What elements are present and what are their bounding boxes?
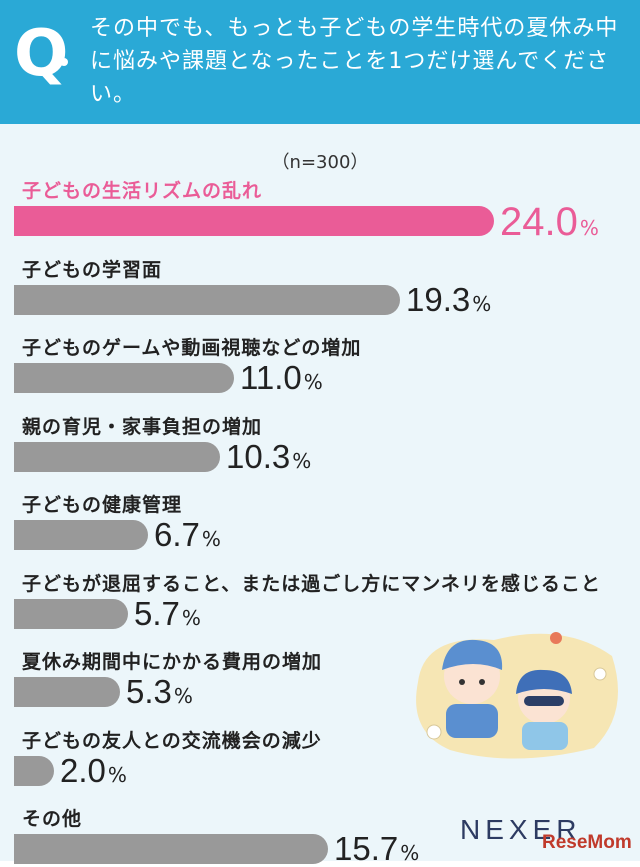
category-label: 子どもが退屈すること、または過ごし方にマンネリを感じること (22, 572, 601, 595)
resemom-watermark: ReseMom (542, 832, 632, 853)
category-label: 子どもの生活リズムの乱れ (22, 180, 263, 202)
bar (14, 206, 494, 236)
bar (14, 677, 120, 707)
percent-sign: % (173, 684, 193, 708)
percent-sign: % (292, 448, 312, 473)
kids-beach-illustration (416, 632, 618, 759)
value-number: 10.3 (226, 437, 291, 475)
bar (14, 284, 400, 315)
percent-sign: % (303, 370, 323, 394)
question-text: その中でも、もっとも子どもの学生時代の夏休み中に悩みや課題となったことを1つだけ… (90, 16, 619, 107)
value-number: 19.3 (406, 280, 471, 318)
category-label: 子どもの友人との交流機会の減少 (22, 729, 322, 752)
bar (14, 520, 148, 550)
nexer-logo: NEXER (460, 814, 582, 845)
percent-sign: % (181, 605, 201, 630)
category-label: その他 (22, 808, 83, 830)
value-number: 5.7 (134, 594, 180, 632)
bar (14, 755, 54, 786)
value-number: 24.0 (500, 200, 578, 244)
value-label: 6.7% (154, 518, 221, 551)
value-label: 11.0% (240, 361, 323, 394)
percent-sign: % (579, 216, 599, 240)
value-number: 5.3 (126, 673, 172, 710)
value-number: 6.7 (154, 516, 200, 553)
category-label: 子どものゲームや動画視聴などの増加 (22, 337, 362, 359)
value-label: 10.3% (226, 440, 311, 473)
bar (14, 363, 234, 393)
category-label: 夏休み期間中にかかる費用の増加 (22, 651, 323, 673)
category-label: 子どもの健康管理 (22, 494, 183, 516)
percent-sign: % (472, 291, 492, 316)
value-label: 19.3% (406, 283, 491, 316)
question-header: Q その中でも、もっとも子どもの学生時代の夏休み中に悩みや課題となったことを1つ… (0, 0, 640, 124)
q-dot (60, 58, 68, 66)
bar (14, 598, 128, 629)
percent-sign: % (400, 841, 420, 865)
value-label: 5.7% (134, 597, 201, 630)
value-label: 15.7% (334, 832, 419, 865)
q-mark: Q (14, 17, 69, 91)
bar (14, 834, 328, 864)
percent-sign: % (201, 527, 221, 551)
sample-size-label: （n=300） (271, 152, 369, 173)
category-label: 親の育児・家事負担の増加 (22, 415, 263, 438)
value-label: 2.0% (60, 754, 127, 787)
value-number: 11.0 (240, 359, 302, 396)
value-label: 5.3% (126, 675, 193, 708)
value-number: 15.7 (334, 830, 399, 867)
bar (14, 441, 220, 472)
value-number: 2.0 (60, 751, 106, 789)
value-label: 24.0% (500, 202, 599, 242)
category-label: 子どもの学習面 (22, 258, 163, 281)
percent-sign: % (107, 762, 127, 787)
